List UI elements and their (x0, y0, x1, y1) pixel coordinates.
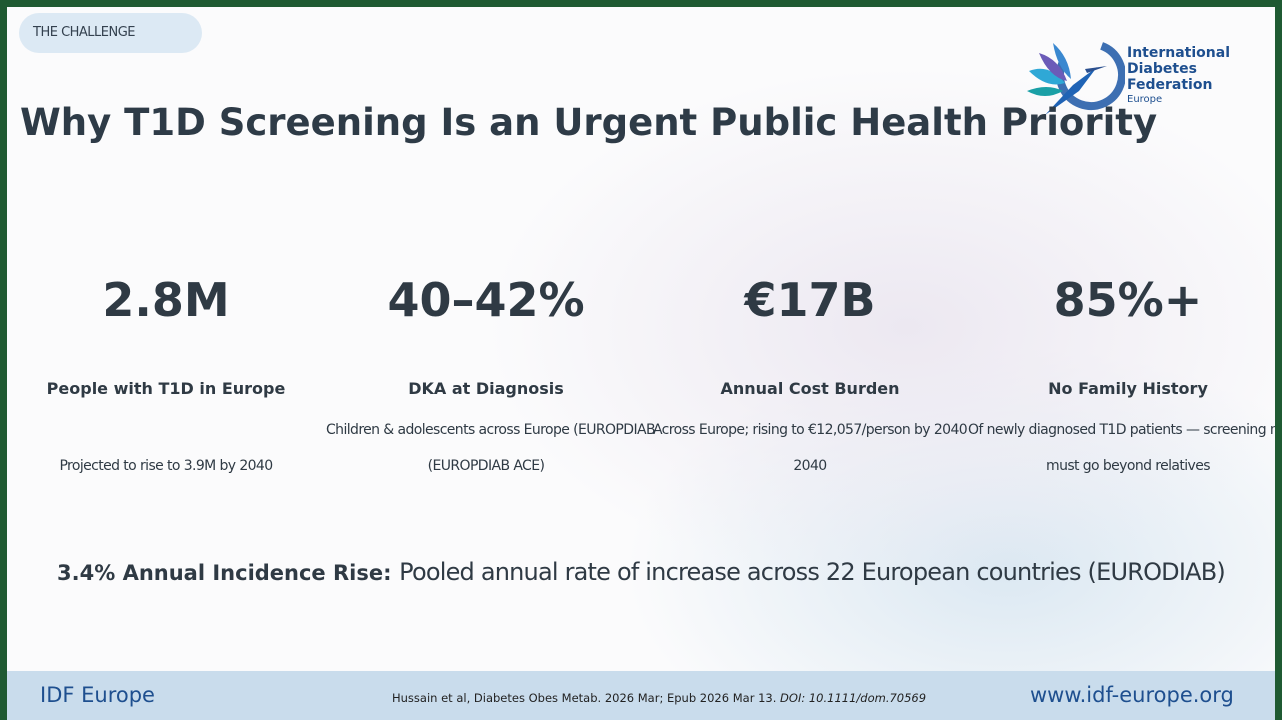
logo-text: Diabetes (1127, 61, 1197, 77)
citation: Hussain et al, Diabetes Obes Metab. 2026… (392, 691, 926, 705)
stat-detail: must go beyond relatives (1046, 458, 1211, 474)
citation-text: Hussain et al, Diabetes Obes Metab. 2026… (392, 691, 777, 705)
footer-brand: IDF Europe (40, 683, 155, 707)
stat-detail: Children & adolescents across Europe (EU… (326, 422, 656, 438)
section-tag: THE CHALLENGE (19, 13, 202, 53)
logo-text: Federation (1127, 77, 1213, 93)
stat-detail: (EUROPDIAB ACE) (427, 458, 545, 474)
stat-label: Annual Cost Burden (720, 379, 900, 398)
highlight-lead: 3.4% Annual Incidence Rise: (57, 561, 392, 585)
stat-detail: 2040 (793, 458, 827, 474)
footer-band (7, 671, 1275, 720)
doi: DOI: 10.1111/dom.70569 (780, 691, 927, 705)
highlight-text: Pooled annual rate of increase across 22… (399, 558, 1226, 586)
stat-value: 40–42% (387, 273, 585, 327)
stat-label: DKA at Diagnosis (408, 379, 564, 398)
stat-label: People with T1D in Europe (46, 379, 286, 398)
slide: THE CHALLENGE International Diabetes Fed… (7, 7, 1275, 720)
stat-value: 2.8M (102, 273, 230, 327)
stat-detail: Projected to rise to 3.9M by 2040 (59, 458, 273, 474)
logo-mark (1027, 40, 1125, 115)
highlight: 3.4% Annual Incidence Rise: Pooled annua… (7, 558, 1275, 586)
stat-detail: Across Europe; rising to €12,057/person … (652, 422, 968, 438)
stat-value: 85%+ (1053, 273, 1203, 327)
logo-text: International (1127, 45, 1231, 61)
stat-label: No Family History (1048, 379, 1208, 398)
stat-detail: Of newly diagnosed T1D patients — screen… (968, 422, 1275, 438)
logo-region: Europe (1127, 94, 1163, 105)
slide-title: Why T1D Screening Is an Urgent Public He… (20, 101, 1158, 144)
stat-value: €17B (744, 273, 876, 327)
footer-url: www.idf-europe.org (1030, 683, 1234, 707)
